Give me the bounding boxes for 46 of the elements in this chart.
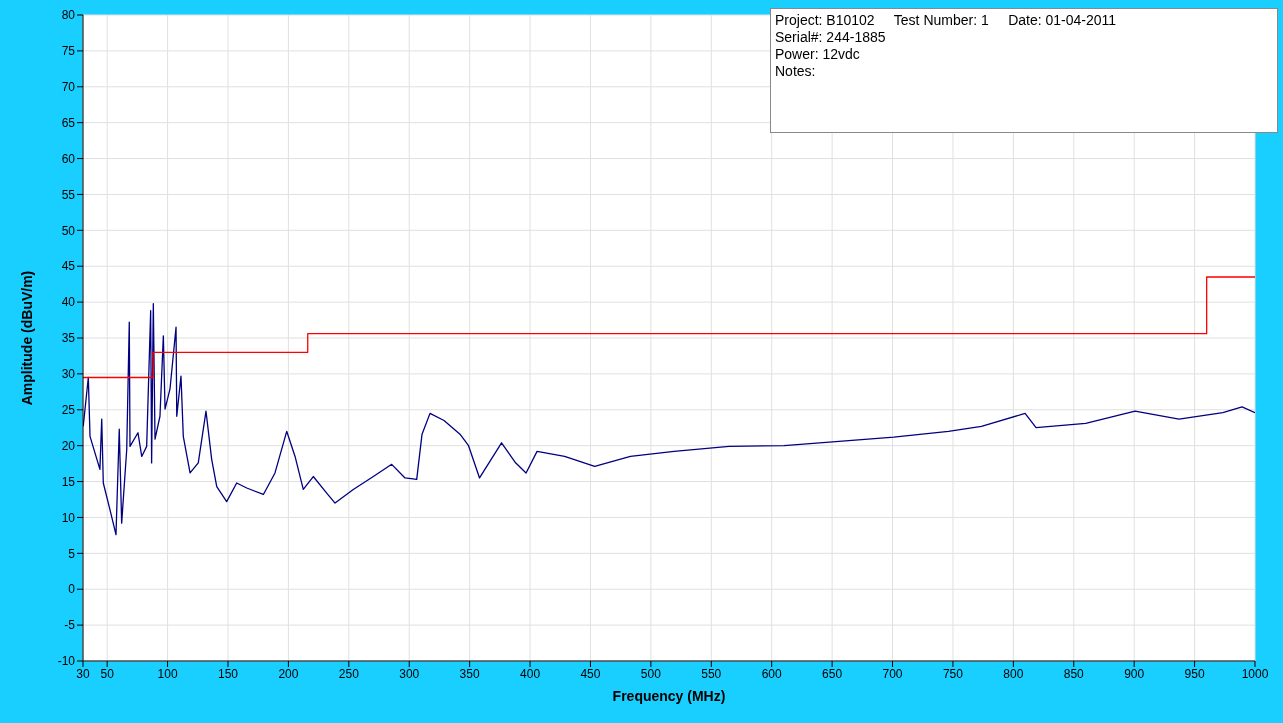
x-tick-label: 750 xyxy=(942,666,964,681)
annotation: Project: B10102 Test Number: 1 Date: 01-04-2011 xyxy=(775,12,1118,29)
x-tick-label: 900 xyxy=(1124,666,1145,681)
y-tick-label: 40 xyxy=(61,295,76,310)
y-tick-label: -10 xyxy=(57,654,76,669)
y-axis-title: Amplitude (dBuV/m) xyxy=(18,270,35,406)
x-tick-label: 600 xyxy=(761,666,783,681)
x-tick-label: 700 xyxy=(882,666,903,681)
y-tick-label: 45 xyxy=(61,259,76,274)
x-tick-label: 800 xyxy=(1003,666,1024,681)
y-tick-label: 5 xyxy=(68,546,76,561)
y-tick-label: 75 xyxy=(61,44,76,59)
y-tick-label: 10 xyxy=(61,510,76,525)
y-tick-label: 20 xyxy=(61,438,76,453)
x-tick-label: 650 xyxy=(822,666,843,681)
x-tick-label: 50 xyxy=(100,666,115,681)
x-tick-label: 100 xyxy=(157,666,178,681)
y-tick-label: -5 xyxy=(64,618,76,633)
x-tick-label: 350 xyxy=(459,666,480,681)
x-tick-label: 400 xyxy=(520,666,541,681)
y-tick-label: 55 xyxy=(61,187,76,202)
y-tick-label: 25 xyxy=(61,403,76,418)
x-tick-label: 550 xyxy=(701,666,722,681)
annotation: Notes: xyxy=(775,63,817,80)
line-series xyxy=(83,302,1255,536)
x-tick-label: 150 xyxy=(217,666,239,681)
y-tick-label: 65 xyxy=(61,115,76,130)
x-tick-label: 200 xyxy=(278,666,299,681)
x-tick-label: 1000 xyxy=(1241,666,1269,681)
y-tick-label: 60 xyxy=(61,151,76,166)
y-tick-label: 15 xyxy=(61,474,76,489)
x-tick-label: 500 xyxy=(640,666,662,681)
annotation: Serial#: 244-1885 xyxy=(775,29,887,46)
x-tick-label: 250 xyxy=(338,666,360,681)
y-tick-label: 80 xyxy=(61,8,76,23)
y-tick-label: 50 xyxy=(61,223,76,238)
y-tick-label: 70 xyxy=(61,80,76,95)
annotation: Power: 12vdc xyxy=(775,46,861,63)
x-tick-label: 450 xyxy=(580,666,601,681)
y-tick-label: 30 xyxy=(61,367,76,382)
y-tick-label: 0 xyxy=(68,582,76,597)
x-tick-label: 850 xyxy=(1063,666,1085,681)
x-axis-title: Frequency (MHz) xyxy=(612,688,726,704)
x-tick-label: 950 xyxy=(1184,666,1205,681)
y-tick-label: 35 xyxy=(61,331,76,346)
x-tick-label: 300 xyxy=(399,666,420,681)
